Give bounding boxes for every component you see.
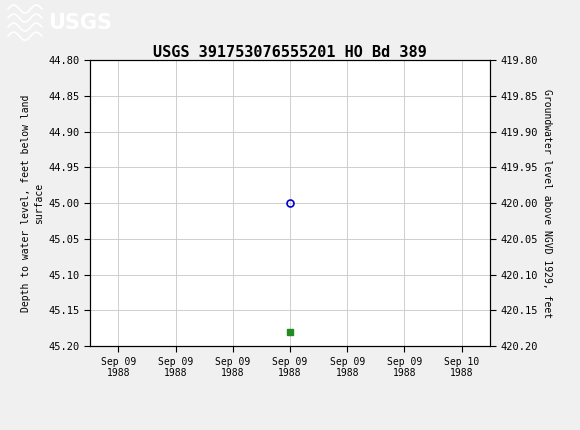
Y-axis label: Groundwater level above NGVD 1929, feet: Groundwater level above NGVD 1929, feet <box>542 89 552 318</box>
Text: USGS 391753076555201 HO Bd 389: USGS 391753076555201 HO Bd 389 <box>153 45 427 60</box>
Text: USGS: USGS <box>48 13 112 33</box>
Legend: Period of approved data: Period of approved data <box>187 427 393 430</box>
Y-axis label: Depth to water level, feet below land
surface: Depth to water level, feet below land su… <box>21 95 44 312</box>
